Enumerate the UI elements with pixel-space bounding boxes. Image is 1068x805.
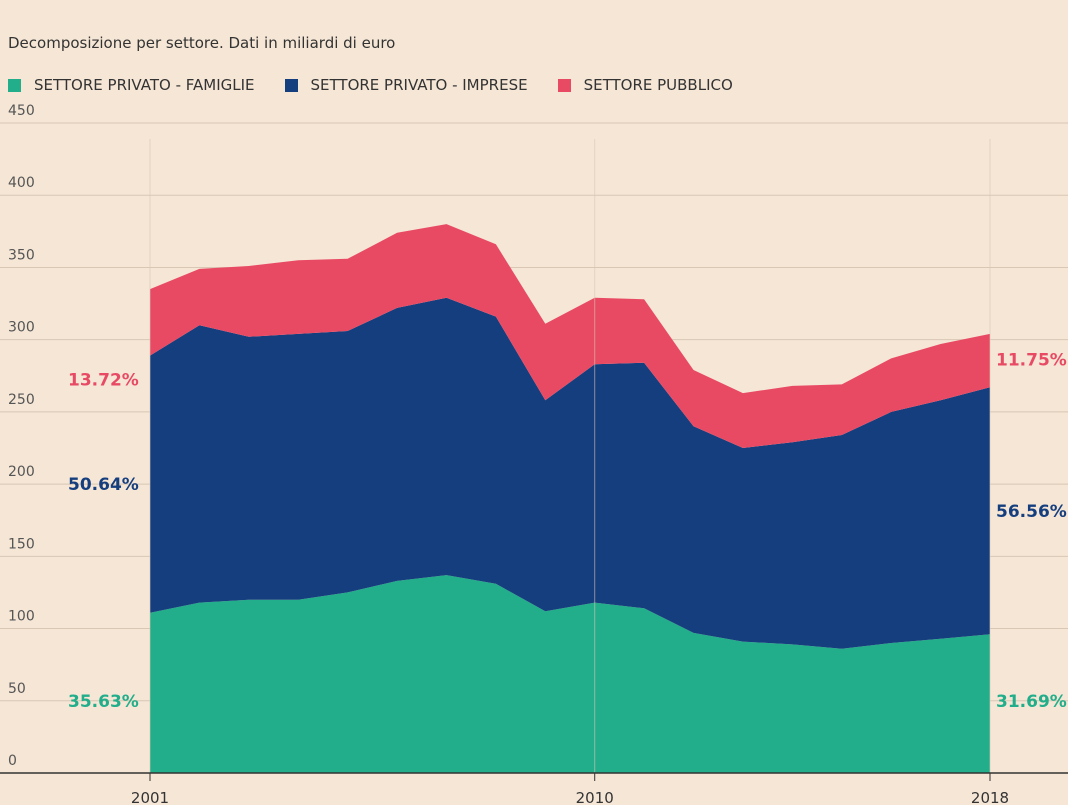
y-tick-label-150: 150 xyxy=(8,536,35,552)
area-series-0 xyxy=(150,575,990,773)
legend-label-pubblico: SETTORE PUBBLICO xyxy=(583,76,733,94)
legend-item-pubblico: SETTORE PUBBLICO xyxy=(557,76,733,94)
share-label-start-2: 13.72% xyxy=(68,371,139,391)
y-tick-label-100: 100 xyxy=(8,609,35,625)
y-tick-label-400: 400 xyxy=(8,175,35,191)
area-series-1 xyxy=(150,297,990,649)
legend-label-famiglie: SETTORE PRIVATO - FAMIGLIE xyxy=(34,76,255,94)
share-label-start-1: 50.64% xyxy=(68,475,139,495)
y-tick-label-250: 250 xyxy=(8,392,35,408)
y-tick-label-200: 200 xyxy=(8,464,35,480)
y-tick-label-0: 0 xyxy=(8,753,17,769)
y-tick-label-300: 300 xyxy=(8,320,35,336)
legend-label-imprese: SETTORE PRIVATO - IMPRESE xyxy=(310,76,528,94)
share-label-end-1: 56.56% xyxy=(996,502,1067,522)
area-series-2 xyxy=(150,224,990,448)
chart-subtitle: Decomposizione per settore. Dati in mili… xyxy=(8,34,396,52)
share-label-end-0: 31.69% xyxy=(996,692,1067,712)
legend-swatch-pubblico xyxy=(557,78,571,92)
share-label-start-0: 35.63% xyxy=(68,692,139,712)
x-tick-label-2010: 2010 xyxy=(576,789,614,805)
y-tick-label-350: 350 xyxy=(8,247,35,263)
legend-swatch-imprese xyxy=(284,78,298,92)
legend-item-famiglie: SETTORE PRIVATO - FAMIGLIE xyxy=(8,76,255,94)
legend-item-imprese: SETTORE PRIVATO - IMPRESE xyxy=(284,76,528,94)
x-tick-label-2001: 2001 xyxy=(131,789,169,805)
chart-legend: SETTORE PRIVATO - FAMIGLIE SETTORE PRIVA… xyxy=(8,76,733,94)
x-tick-label-2018: 2018 xyxy=(971,789,1009,805)
legend-swatch-famiglie xyxy=(8,78,21,92)
y-tick-label-50: 50 xyxy=(8,681,26,697)
share-label-end-2: 11.75% xyxy=(996,350,1067,370)
y-tick-label-450: 450 xyxy=(8,103,35,119)
